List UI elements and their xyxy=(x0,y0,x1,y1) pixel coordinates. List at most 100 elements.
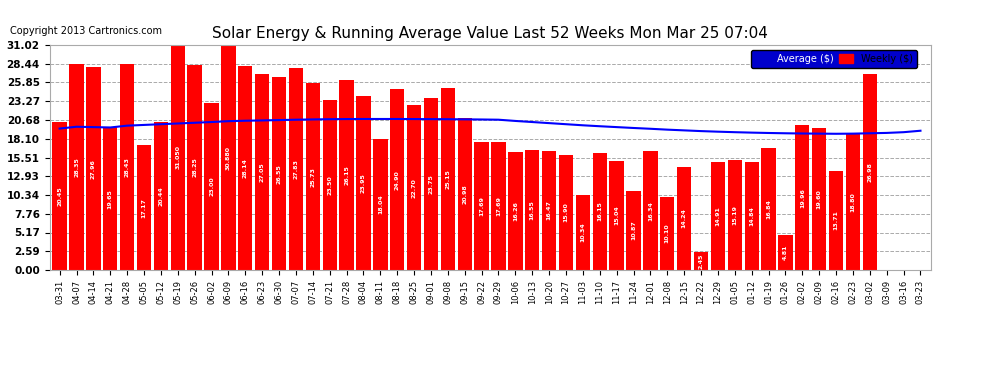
Text: 2.45: 2.45 xyxy=(699,254,704,269)
Text: 15.19: 15.19 xyxy=(733,205,738,225)
Legend: Average ($), Weekly ($): Average ($), Weekly ($) xyxy=(750,50,917,68)
Bar xyxy=(542,150,556,270)
Text: 19.60: 19.60 xyxy=(817,189,822,209)
Text: 14.91: 14.91 xyxy=(716,206,721,226)
Text: 18.80: 18.80 xyxy=(850,192,855,212)
Bar xyxy=(677,167,691,270)
Text: 25.73: 25.73 xyxy=(310,167,316,187)
Text: 23.00: 23.00 xyxy=(209,177,214,197)
Text: 13.71: 13.71 xyxy=(834,210,839,230)
Bar xyxy=(103,128,118,270)
Bar xyxy=(255,74,269,270)
Text: 10.87: 10.87 xyxy=(631,221,636,240)
Bar xyxy=(862,74,877,270)
Bar xyxy=(221,46,236,270)
Text: 15.04: 15.04 xyxy=(614,206,619,225)
Bar xyxy=(187,65,202,270)
Text: 26.15: 26.15 xyxy=(345,165,349,185)
Text: 27.05: 27.05 xyxy=(259,162,264,182)
Bar xyxy=(474,142,489,270)
Text: 31.050: 31.050 xyxy=(175,146,180,170)
Text: 17.69: 17.69 xyxy=(496,196,501,216)
Text: 28.43: 28.43 xyxy=(125,157,130,177)
Bar xyxy=(86,67,101,270)
Text: 26.55: 26.55 xyxy=(276,164,281,184)
Bar xyxy=(744,162,759,270)
Bar xyxy=(660,197,674,270)
Text: 16.47: 16.47 xyxy=(546,200,551,220)
Text: 28.14: 28.14 xyxy=(243,158,248,178)
Text: 28.35: 28.35 xyxy=(74,157,79,177)
Text: 16.26: 16.26 xyxy=(513,201,518,221)
Bar xyxy=(120,64,135,270)
Text: 26.98: 26.98 xyxy=(867,162,872,182)
Bar xyxy=(610,161,624,270)
Text: 19.96: 19.96 xyxy=(800,188,805,207)
Bar xyxy=(390,89,404,270)
Bar xyxy=(761,148,776,270)
Bar xyxy=(576,195,590,270)
Bar xyxy=(170,45,185,270)
Text: 15.90: 15.90 xyxy=(563,202,568,222)
Text: 10.34: 10.34 xyxy=(580,223,585,242)
Text: 16.84: 16.84 xyxy=(766,199,771,219)
Text: 16.15: 16.15 xyxy=(597,201,602,221)
Bar xyxy=(137,146,151,270)
Bar xyxy=(593,153,607,270)
Text: 4.81: 4.81 xyxy=(783,245,788,260)
Bar xyxy=(508,152,523,270)
Bar xyxy=(52,122,66,270)
Bar xyxy=(694,252,708,270)
Text: 23.95: 23.95 xyxy=(361,173,366,193)
Bar xyxy=(69,64,84,270)
Text: 17.17: 17.17 xyxy=(142,198,147,217)
Bar xyxy=(239,66,252,270)
Bar xyxy=(306,83,320,270)
Text: 18.04: 18.04 xyxy=(378,195,383,214)
Text: 20.45: 20.45 xyxy=(57,186,62,206)
Bar xyxy=(812,128,827,270)
Text: Copyright 2013 Cartronics.com: Copyright 2013 Cartronics.com xyxy=(10,26,162,36)
Text: 23.75: 23.75 xyxy=(429,174,434,194)
Bar xyxy=(845,134,860,270)
Bar xyxy=(795,125,810,270)
Text: 17.69: 17.69 xyxy=(479,196,484,216)
Bar xyxy=(272,77,286,270)
Text: 24.90: 24.90 xyxy=(395,170,400,190)
Bar xyxy=(340,80,353,270)
Bar xyxy=(778,235,793,270)
Bar xyxy=(627,191,641,270)
Text: 20.44: 20.44 xyxy=(158,186,163,206)
Bar xyxy=(457,118,472,270)
Text: 14.84: 14.84 xyxy=(749,206,754,226)
Text: 27.83: 27.83 xyxy=(293,159,298,179)
Bar xyxy=(644,152,657,270)
Text: 19.65: 19.65 xyxy=(108,189,113,209)
Text: 28.25: 28.25 xyxy=(192,158,197,177)
Bar xyxy=(407,105,422,270)
Text: 23.50: 23.50 xyxy=(328,175,333,195)
Bar xyxy=(373,139,387,270)
Bar xyxy=(711,162,725,270)
Text: 14.24: 14.24 xyxy=(682,209,687,228)
Text: 25.15: 25.15 xyxy=(446,169,450,189)
Title: Solar Energy & Running Average Value Last 52 Weeks Mon Mar 25 07:04: Solar Energy & Running Average Value Las… xyxy=(212,26,768,41)
Bar xyxy=(204,103,219,270)
Bar xyxy=(728,160,742,270)
Text: 22.70: 22.70 xyxy=(412,178,417,198)
Text: 20.98: 20.98 xyxy=(462,184,467,204)
Bar xyxy=(289,68,303,270)
Bar xyxy=(153,122,168,270)
Bar xyxy=(356,96,370,270)
Bar xyxy=(558,154,573,270)
Bar xyxy=(323,99,337,270)
Bar xyxy=(829,171,843,270)
Text: 30.880: 30.880 xyxy=(226,146,231,170)
Text: 10.10: 10.10 xyxy=(664,224,670,243)
Bar xyxy=(424,98,439,270)
Text: 27.96: 27.96 xyxy=(91,159,96,178)
Text: 16.55: 16.55 xyxy=(530,200,535,220)
Text: 16.34: 16.34 xyxy=(647,201,652,220)
Bar xyxy=(491,142,506,270)
Bar xyxy=(441,88,455,270)
